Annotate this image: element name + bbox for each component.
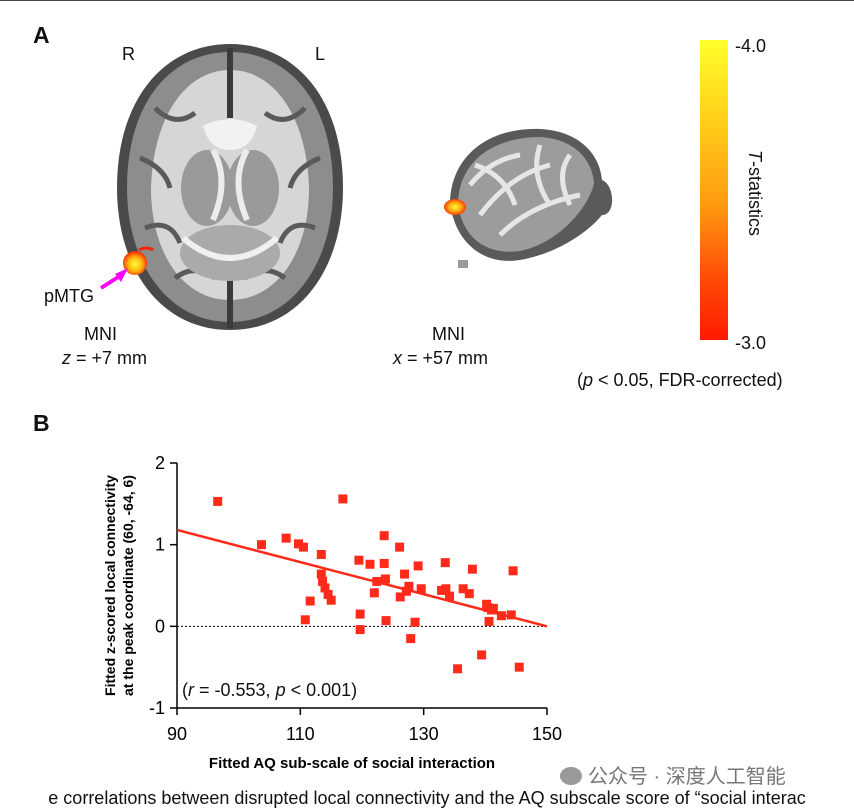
data-point bbox=[484, 616, 494, 626]
scatter-plot: -1 0 1 2 90 110 130 150 Fitted AQ sub-scale of s… bbox=[102, 453, 562, 772]
watermark: 公众号 · 深度人工智能 bbox=[560, 760, 786, 789]
wechat-icon bbox=[560, 767, 582, 785]
data-point bbox=[281, 533, 291, 543]
data-point bbox=[453, 664, 463, 674]
x-tick-label: 110 bbox=[286, 724, 315, 744]
data-point bbox=[416, 584, 426, 594]
data-point bbox=[458, 584, 468, 594]
data-point bbox=[445, 591, 455, 601]
figure-caption: e correlations between disrupted local c… bbox=[48, 788, 806, 808]
data-point bbox=[316, 549, 326, 559]
data-point bbox=[316, 569, 326, 579]
panel-b-label: B bbox=[33, 410, 50, 436]
axial-coord-space: MNI bbox=[84, 324, 117, 344]
data-point bbox=[514, 662, 524, 672]
data-point bbox=[256, 540, 266, 550]
data-point bbox=[300, 615, 310, 625]
data-point bbox=[395, 542, 405, 552]
data-point bbox=[372, 576, 382, 586]
left-hemisphere-label: L bbox=[315, 44, 326, 64]
y-tick-label: 1 bbox=[155, 535, 165, 555]
colorbar-bottom-value: -3.0 bbox=[735, 333, 767, 353]
data-point bbox=[326, 595, 336, 605]
data-point bbox=[338, 494, 348, 504]
data-point bbox=[395, 592, 405, 602]
data-point bbox=[441, 584, 451, 594]
region-label-pmtg: pMTG bbox=[44, 286, 95, 306]
right-hemisphere-label: R bbox=[122, 44, 135, 64]
x-axis-label: Fitted AQ sub-scale of social interactio… bbox=[209, 755, 495, 772]
data-point bbox=[305, 596, 315, 606]
panel-a-label: A bbox=[33, 22, 50, 48]
x-tick-label: 150 bbox=[532, 724, 562, 744]
data-point bbox=[488, 603, 498, 613]
sagittal-brain-slice bbox=[444, 128, 613, 268]
sagittal-coordinate: x = +57 mm bbox=[393, 348, 489, 368]
data-point bbox=[413, 561, 423, 571]
data-point bbox=[320, 583, 330, 593]
y-tick-label: 2 bbox=[155, 453, 165, 473]
data-point bbox=[369, 588, 379, 598]
data-point bbox=[365, 559, 375, 569]
x-tick-label: 130 bbox=[409, 724, 439, 744]
axial-coordinate: z = +7 mm bbox=[62, 348, 148, 368]
colorbar bbox=[700, 40, 728, 340]
data-point bbox=[379, 531, 389, 541]
correlation-annotation: (r = -0.553, p < 0.001) bbox=[182, 680, 358, 700]
data-point bbox=[400, 569, 410, 579]
data-point bbox=[401, 586, 411, 596]
data-point bbox=[381, 616, 391, 626]
y-axis-label-line2: at the peak coordinate (60, -64, 6) bbox=[120, 475, 136, 696]
data-point bbox=[467, 564, 477, 574]
data-point bbox=[410, 617, 420, 627]
data-point bbox=[213, 496, 223, 506]
data-point bbox=[323, 589, 333, 599]
data-point bbox=[318, 576, 328, 586]
data-point bbox=[496, 611, 506, 621]
y-tick-label: 0 bbox=[155, 616, 165, 636]
data-point bbox=[506, 610, 516, 620]
significance-note: (p < 0.05, FDR-corrected) bbox=[577, 370, 783, 390]
data-point bbox=[508, 566, 518, 576]
data-point bbox=[477, 650, 487, 660]
axial-brain-slice bbox=[99, 44, 343, 330]
sagittal-coord-space: MNI bbox=[432, 324, 465, 344]
data-point bbox=[354, 555, 364, 565]
data-point bbox=[440, 558, 450, 568]
data-point bbox=[298, 542, 308, 552]
y-axis-label-line1: Fitted z-scored local connectivity bbox=[102, 475, 118, 696]
y-tick-label: -1 bbox=[149, 698, 165, 718]
data-point bbox=[355, 625, 365, 635]
colorbar-title: T-statistics bbox=[745, 150, 765, 237]
data-point bbox=[355, 609, 365, 619]
data-point bbox=[464, 589, 474, 599]
data-point bbox=[406, 634, 416, 644]
x-tick-label: 90 bbox=[167, 724, 187, 744]
data-point bbox=[379, 558, 389, 568]
colorbar-top-value: -4.0 bbox=[735, 36, 767, 56]
data-point bbox=[404, 581, 414, 591]
top-rule bbox=[0, 0, 854, 1]
data-point bbox=[380, 574, 390, 584]
data-point bbox=[293, 539, 303, 549]
